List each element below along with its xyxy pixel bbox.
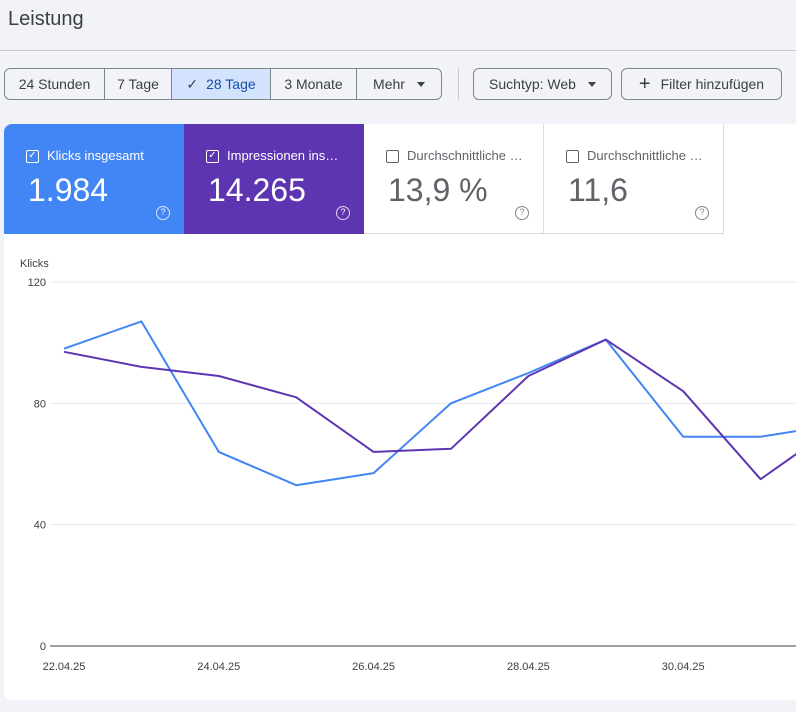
x-tick-label: 24.04.25 (197, 661, 240, 673)
y-tick-label: 40 (34, 520, 46, 532)
metric-card-impressions[interactable]: ✓ Impressionen ins… 14.265 ? (184, 124, 364, 234)
chevron-down-icon (587, 81, 596, 87)
metric-card-clicks[interactable]: ✓ Klicks insgesamt 1.984 ? (4, 124, 184, 234)
help-icon[interactable]: ? (336, 206, 350, 220)
x-tick-label: 26.04.25 (352, 661, 395, 673)
checkbox-checked-icon[interactable]: ✓ (26, 150, 39, 163)
check-icon: ✓ (186, 75, 199, 92)
checkbox-unchecked-icon[interactable] (386, 150, 399, 163)
x-tick-label: 28.04.25 (507, 661, 550, 673)
search-type-dropdown[interactable]: Suchtyp: Web (473, 68, 612, 100)
series-line-clicks (63, 320, 796, 487)
y-tick-label: 80 (34, 398, 46, 410)
metric-card-avg-ctr[interactable]: Durchschnittliche … 13,9 % ? (364, 124, 544, 234)
checkbox-unchecked-icon[interactable] (566, 150, 579, 163)
date-range-selector: 24 Stunden 7 Tage ✓ 28 Tage 3 Monate Mehr (4, 68, 442, 100)
help-icon[interactable]: ? (156, 206, 170, 220)
range-3-monate-button[interactable]: 3 Monate (271, 69, 357, 99)
page-title: Leistung (8, 8, 84, 30)
metric-card-avg-position[interactable]: Durchschnittliche … 11,6 ? (544, 124, 724, 234)
help-icon[interactable]: ? (695, 206, 709, 220)
range-more-dropdown[interactable]: Mehr (357, 69, 441, 99)
range-24-stunden-button[interactable]: 24 Stunden (5, 69, 105, 99)
performance-chart: 0 40 80 120 22.04.25 24.04.25 26.04.25 28.04.25… (28, 277, 796, 673)
title-divider (0, 50, 796, 51)
plus-icon: + (638, 73, 651, 95)
checkbox-checked-icon[interactable]: ✓ (206, 150, 219, 163)
range-7-tage-button[interactable]: 7 Tage (105, 69, 172, 99)
range-28-tage-button[interactable]: ✓ 28 Tage (172, 69, 271, 99)
y-tick-label: 0 (40, 641, 46, 653)
add-filter-button[interactable]: + Filter hinzufügen (621, 68, 782, 100)
y-axis-title: Klicks (20, 258, 49, 270)
y-tick-label: 120 (28, 277, 46, 289)
x-tick-label: 22.04.25 (43, 661, 86, 673)
help-icon[interactable]: ? (515, 206, 529, 220)
series-line-impressions (63, 338, 796, 481)
chevron-down-icon (416, 81, 425, 87)
x-tick-label: 30.04.25 (662, 661, 705, 673)
toolbar-divider (458, 68, 459, 100)
